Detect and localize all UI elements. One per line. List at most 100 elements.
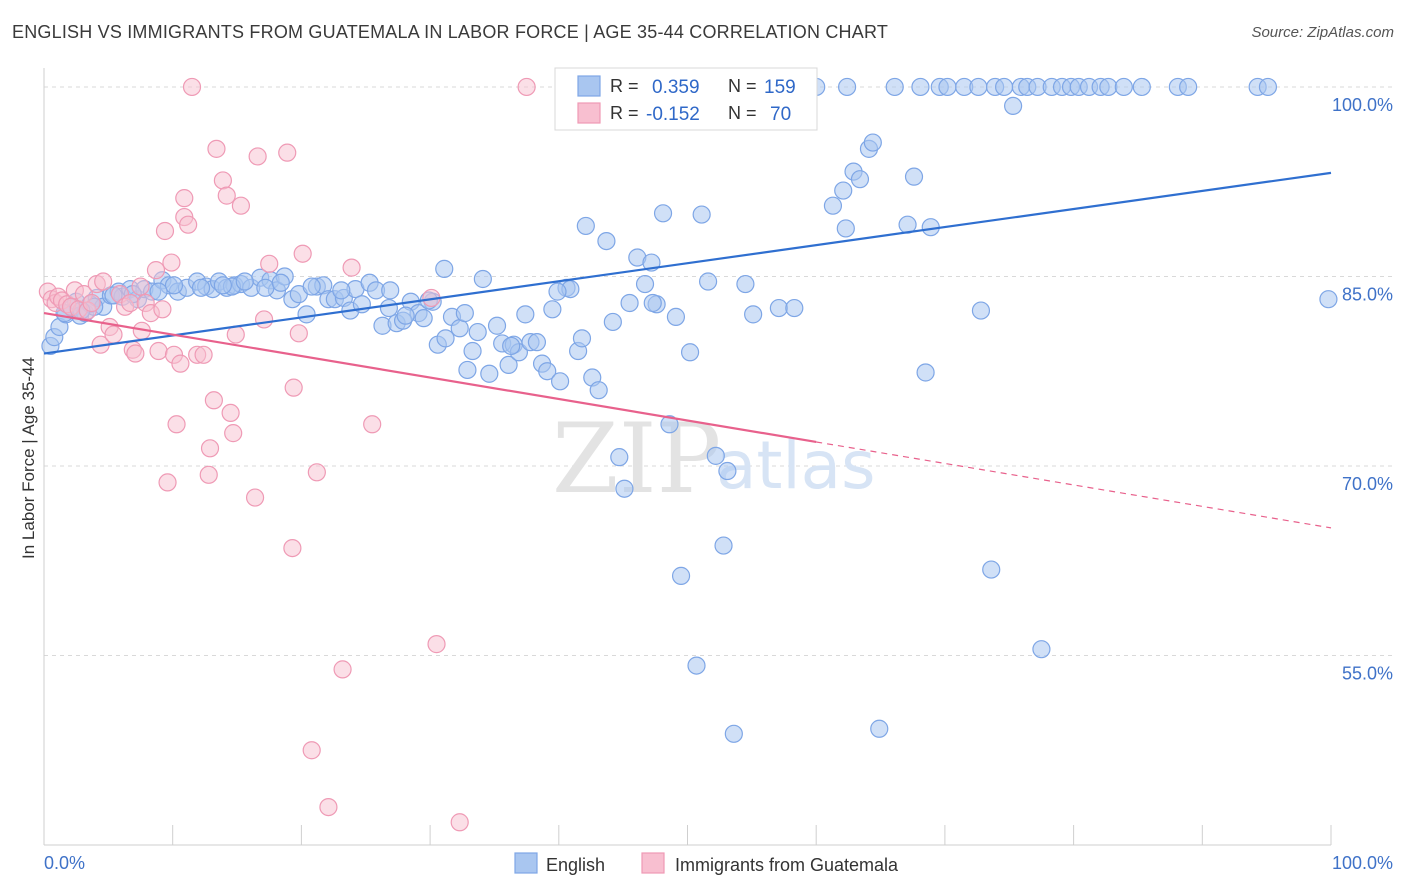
english-point — [692, 205, 711, 224]
english-point — [213, 276, 232, 295]
guatemala-point — [302, 741, 321, 760]
english-point — [235, 272, 254, 291]
english-point — [396, 306, 415, 325]
guatemala-point — [283, 538, 302, 558]
english-point — [502, 336, 521, 356]
english-point — [635, 274, 655, 294]
english-point — [538, 362, 557, 381]
guatemala-point — [307, 463, 326, 482]
guatemala-point — [104, 325, 123, 344]
english-point — [863, 133, 882, 152]
guatemala-point — [254, 310, 274, 329]
guatemala-point — [175, 189, 194, 208]
guatemala-point — [289, 324, 308, 343]
guatemala-point — [217, 186, 236, 205]
guatemala-point — [199, 465, 218, 484]
y-tick-label: 85.0% — [1342, 284, 1393, 304]
guatemala-point — [278, 143, 297, 162]
english-point — [499, 355, 518, 375]
english-point — [414, 309, 433, 328]
english-point — [698, 272, 718, 291]
guatemala-point — [179, 215, 198, 234]
english-point — [836, 219, 855, 238]
guatemala-point — [153, 300, 172, 319]
guatemala-n-label: N = — [728, 103, 757, 123]
english-point — [769, 298, 788, 318]
x-ticks — [43, 825, 1332, 845]
guatemala-point — [200, 439, 220, 458]
guatemala-point — [319, 797, 338, 817]
english-point — [164, 276, 184, 295]
guatemala-trend-extension — [816, 441, 1332, 529]
guatemala-point — [213, 171, 232, 190]
english-point — [620, 293, 639, 313]
guatemala-point — [131, 277, 150, 296]
stats-legend: R = 0.359 N = 159 R = -0.152 N = 70 — [554, 67, 818, 131]
guatemala-point — [204, 391, 223, 410]
english-point — [468, 322, 487, 342]
guatemala-point — [231, 196, 251, 215]
english-point — [463, 341, 482, 361]
y-axis-title: In Labor Force | Age 35-44 — [19, 357, 38, 559]
guatemala-point — [82, 293, 101, 313]
english-point — [550, 372, 570, 391]
english-point — [706, 446, 725, 465]
source-credit: Source: ZipAtlas.com — [1251, 24, 1394, 41]
english-point — [487, 316, 507, 335]
english-point — [1099, 77, 1118, 97]
english-point — [597, 231, 616, 251]
y-tick-labels: 55.0% 70.0% 85.0% 100.0% — [1332, 95, 1393, 684]
english-point — [671, 566, 691, 585]
guatemala-point — [333, 660, 352, 679]
english-point — [823, 196, 843, 215]
guatemala-point — [363, 415, 382, 434]
english-point — [653, 204, 673, 223]
english-series-swatch[interactable] — [514, 852, 538, 874]
guatemala-series-label[interactable]: Immigrants from Guatemala — [675, 855, 899, 875]
english-point — [543, 300, 562, 319]
english-point — [904, 167, 924, 186]
english-point — [870, 719, 889, 738]
english-point — [149, 282, 168, 301]
english-point — [834, 181, 853, 200]
english-n-label: N = — [728, 76, 757, 96]
english-point — [1179, 77, 1198, 97]
english-point — [724, 724, 743, 743]
english-legend-swatch — [577, 75, 601, 97]
english-point — [1132, 77, 1151, 97]
english-point — [191, 278, 211, 297]
guatemala-point — [221, 403, 240, 423]
english-point — [548, 282, 567, 301]
english-point — [971, 301, 991, 320]
english-point — [572, 329, 592, 348]
english-point — [911, 77, 930, 97]
english-point — [527, 333, 547, 352]
guatemala-point — [293, 244, 312, 263]
english-r-value: 0.359 — [652, 77, 700, 98]
english-point — [938, 77, 957, 97]
english-point — [256, 278, 275, 297]
english-point — [589, 381, 608, 400]
guatemala-trend-line — [43, 312, 817, 444]
english-point — [473, 269, 492, 289]
english-point — [660, 415, 679, 434]
english-point — [1258, 77, 1278, 97]
english-point — [450, 319, 469, 338]
english-point — [916, 363, 935, 382]
english-series-label[interactable]: English — [546, 855, 605, 875]
english-point — [480, 364, 499, 383]
guatemala-series-swatch[interactable] — [641, 852, 665, 874]
english-point — [615, 479, 634, 498]
english-point — [455, 304, 474, 323]
english-n-value: 159 — [764, 77, 796, 98]
english-point — [332, 281, 351, 300]
english-point — [1004, 96, 1023, 116]
english-point — [714, 536, 733, 555]
trend-lines — [43, 171, 1332, 529]
watermark-atlas: atlas — [716, 427, 876, 504]
english-point — [610, 448, 629, 467]
guatemala-point — [194, 345, 213, 364]
english-point — [458, 360, 477, 380]
english-points — [41, 77, 1338, 743]
english-point — [603, 312, 622, 332]
